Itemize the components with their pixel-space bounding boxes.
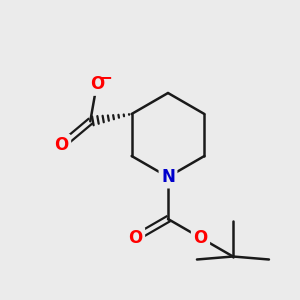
Text: O: O — [54, 136, 69, 154]
Text: O: O — [194, 229, 208, 247]
Text: N: N — [161, 168, 175, 186]
Text: O: O — [90, 75, 104, 93]
Text: −: − — [98, 68, 112, 86]
Text: O: O — [128, 229, 142, 247]
